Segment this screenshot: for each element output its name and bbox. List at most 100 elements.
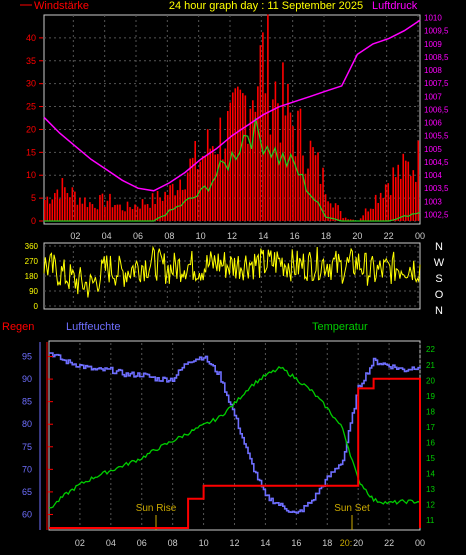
bottom-time-tick-label: 02 [75,538,85,548]
temperature-y-tick-label: 16 [426,438,435,447]
bottom-time-tick-label: 12 [229,538,239,548]
wind-panel-frame [43,14,421,225]
pressure-y-tick-label: 1007,5 [424,79,449,88]
wind-bar [344,217,347,221]
wind-time-tick-label: 08 [164,231,174,241]
wind-bar [299,108,302,221]
wind-time-tick-label: 14 [258,231,268,241]
wind-bar [277,103,279,221]
wind-bar [372,208,374,221]
wind-y-tick-label: 40 [26,33,36,43]
rain-axis-label: Regen [2,321,34,333]
wind-bar [154,204,156,221]
wind-y-tick-label: 5 [31,193,36,203]
wind-bar [282,62,284,221]
temperature-axis-label: Temperatur [312,321,368,333]
pressure-y-tick-label: 1008,5 [424,53,449,62]
wind-bar [149,207,151,221]
bottom-time-tick-label: 14 [260,538,270,548]
pressure-y-tick-label: 1009 [424,40,442,49]
wind-bar [322,167,324,221]
wind-bar [64,187,66,221]
wind-bar [216,154,219,221]
wind-y-tick-label: 30 [26,79,36,89]
wind-bar [414,181,417,221]
wind-time-tick-label: 04 [102,231,112,241]
wind-bar [249,108,252,221]
wind-bar [392,167,395,221]
wind-bar [134,204,136,221]
wind-bar [329,203,332,221]
wind-bar [399,178,402,221]
wind-bar [189,158,191,221]
wind-bar [297,110,299,221]
wind-bar [91,204,94,221]
sun-set-time: 20: [340,538,353,548]
humidity-y-tick-label: 70 [22,464,32,474]
temperature-y-tick-label: 12 [426,501,435,510]
temperature-y-tick-label: 11 [426,516,435,525]
wind-bar [402,153,405,221]
wind-legend-label: Windstärke [34,0,89,12]
wind-bar [312,147,314,221]
temperature-y-tick-label: 18 [426,407,435,416]
wind-bar [377,202,379,221]
wind-bar [161,200,164,221]
wind-bar [184,189,186,221]
wind-bar [349,219,352,221]
humidity-line [49,352,421,514]
wind-bar [119,204,121,221]
wind-bar [317,152,319,221]
wind-bar [347,219,349,221]
wind-bar [59,199,61,221]
wind-bar [364,208,367,221]
wind-bar [69,197,71,221]
direction-y-tick-label: 0 [34,302,39,311]
wind-bar [159,197,161,221]
direction-y-tick-label: 360 [25,242,39,251]
humidity-y-tick-label: 65 [22,487,32,497]
wind-bar [114,205,116,221]
wind-bar [144,204,146,221]
wind-bar [367,211,369,221]
wind-bar [121,210,124,221]
sun-rise-label: Sun Rise [136,503,177,514]
wind-bar [181,189,184,221]
temperature-y-tick-label: 21 [426,361,435,370]
wind-bar [179,179,181,221]
bottom-time-tick-label: 16 [291,538,301,548]
wind-bar [54,193,56,221]
wind-bar [382,197,384,221]
wind-bar [79,197,81,221]
wind-bar [374,194,377,221]
humidity-y-tick-label: 60 [22,509,32,519]
wind-bar [204,155,207,221]
wind-time-tick-label: 22 [384,231,394,241]
direction-y-tick-label: 270 [25,257,39,266]
compass-label-w: W [434,257,445,269]
wind-y-tick-label: 10 [26,170,36,180]
wind-bar [56,189,59,221]
wind-bar [327,201,329,221]
wind-time-tick-label: 00 [415,231,425,241]
wind-bar [139,208,141,221]
wind-y-tick-label: 35 [26,56,36,66]
wind-bar [234,88,237,221]
wind-bar [74,191,76,221]
wind-bar [101,193,104,221]
wind-bar [96,209,99,221]
wind-bar [232,92,234,221]
wind-bar [89,202,91,221]
wind-y-tick-label: 20 [26,124,36,134]
pressure-y-tick-label: 1002,5 [424,210,449,219]
direction-y-tick-label: 90 [29,287,38,296]
wind-bar [131,209,134,221]
humidity-y-tick-label: 85 [22,397,32,407]
wind-bar [239,89,242,221]
pressure-y-tick-label: 1004,5 [424,158,449,167]
wind-bar [191,157,194,221]
wind-bar [272,99,274,221]
wind-bar [337,205,339,221]
humidity-y-tick-label: 95 [22,352,32,362]
wind-bar [387,183,390,221]
